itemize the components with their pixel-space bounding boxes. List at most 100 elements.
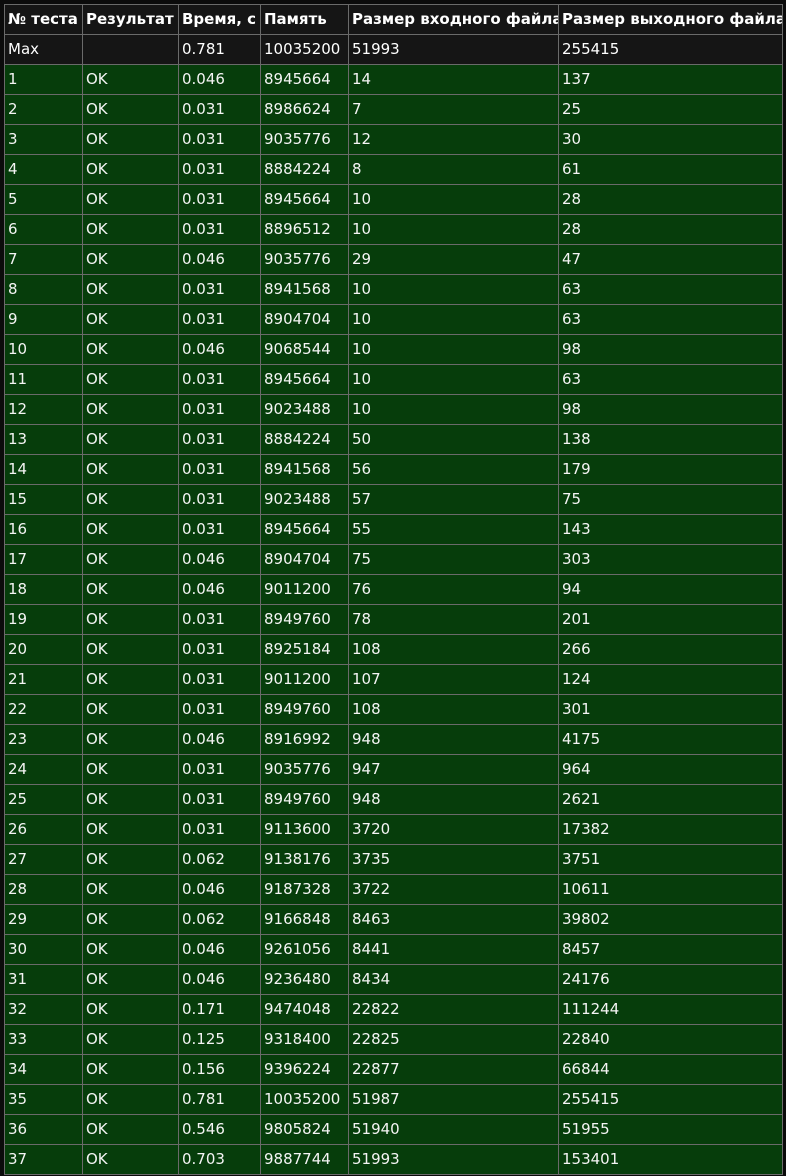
header-output-size: Размер выходного файла <box>558 4 783 35</box>
time-cell: 0.031 <box>178 454 261 485</box>
result-cell: OK <box>82 304 179 335</box>
memory-cell: 9035776 <box>260 124 349 155</box>
time-cell: 0.031 <box>178 394 261 425</box>
table-row: 37 OK 0.703 9887744 51993 153401 <box>4 1144 783 1175</box>
output-size-cell: 17382 <box>558 814 783 845</box>
table-row: 6 OK 0.031 8896512 10 28 <box>4 214 783 245</box>
output-size-cell: 66844 <box>558 1054 783 1085</box>
table-row: 35 OK 0.781 10035200 51987 255415 <box>4 1084 783 1115</box>
time-cell: 0.546 <box>178 1114 261 1145</box>
result-cell: OK <box>82 664 179 695</box>
time-cell: 0.031 <box>178 214 261 245</box>
memory-cell: 8949760 <box>260 784 349 815</box>
output-size-cell: 3751 <box>558 844 783 875</box>
time-cell: 0.031 <box>178 754 261 785</box>
memory-cell: 8986624 <box>260 94 349 125</box>
output-size-cell: 266 <box>558 634 783 665</box>
result-cell: OK <box>82 454 179 485</box>
result-cell: OK <box>82 544 179 575</box>
input-size-cell: 7 <box>348 94 559 125</box>
memory-cell: 8916992 <box>260 724 349 755</box>
test-results-table: № теста Результат Время, с Память Размер… <box>4 4 783 1175</box>
input-size-cell: 107 <box>348 664 559 695</box>
table-header-row: № теста Результат Время, с Память Размер… <box>4 4 783 35</box>
table-body: Max 0.781 10035200 51993 255415 1 OK 0.046… <box>4 34 783 1175</box>
time-cell: 0.031 <box>178 424 261 455</box>
test-number-cell: 13 <box>4 424 83 455</box>
input-size-cell: 14 <box>348 64 559 95</box>
memory-cell: 9011200 <box>260 574 349 605</box>
result-cell: OK <box>82 364 179 395</box>
result-cell: OK <box>82 244 179 275</box>
result-cell: OK <box>82 634 179 665</box>
output-size-cell: 301 <box>558 694 783 725</box>
test-number-cell: 14 <box>4 454 83 485</box>
input-size-cell: 78 <box>348 604 559 635</box>
max-input-size-cell: 51993 <box>348 34 559 65</box>
header-time: Время, с <box>178 4 261 35</box>
output-size-cell: 98 <box>558 334 783 365</box>
output-size-cell: 179 <box>558 454 783 485</box>
output-size-cell: 201 <box>558 604 783 635</box>
output-size-cell: 98 <box>558 394 783 425</box>
result-cell: OK <box>82 694 179 725</box>
result-cell: OK <box>82 514 179 545</box>
input-size-cell: 10 <box>348 394 559 425</box>
input-size-cell: 8463 <box>348 904 559 935</box>
result-cell: OK <box>82 94 179 125</box>
input-size-cell: 3735 <box>348 844 559 875</box>
test-number-cell: 37 <box>4 1144 83 1175</box>
time-cell: 0.031 <box>178 94 261 125</box>
max-result-cell <box>82 34 179 65</box>
output-size-cell: 303 <box>558 544 783 575</box>
memory-cell: 8904704 <box>260 544 349 575</box>
input-size-cell: 947 <box>348 754 559 785</box>
result-cell: OK <box>82 874 179 905</box>
result-cell: OK <box>82 1024 179 1055</box>
table-row: 32 OK 0.171 9474048 22822 111244 <box>4 994 783 1025</box>
output-size-cell: 137 <box>558 64 783 95</box>
time-cell: 0.031 <box>178 634 261 665</box>
table-row: 15 OK 0.031 9023488 57 75 <box>4 484 783 515</box>
table-row: 21 OK 0.031 9011200 107 124 <box>4 664 783 695</box>
table-row: 16 OK 0.031 8945664 55 143 <box>4 514 783 545</box>
input-size-cell: 55 <box>348 514 559 545</box>
memory-cell: 9113600 <box>260 814 349 845</box>
result-cell: OK <box>82 814 179 845</box>
time-cell: 0.046 <box>178 964 261 995</box>
test-number-cell: 27 <box>4 844 83 875</box>
table-row: 19 OK 0.031 8949760 78 201 <box>4 604 783 635</box>
table-row: 20 OK 0.031 8925184 108 266 <box>4 634 783 665</box>
table-row: 26 OK 0.031 9113600 3720 17382 <box>4 814 783 845</box>
max-label-cell: Max <box>4 34 83 65</box>
table-row: 7 OK 0.046 9035776 29 47 <box>4 244 783 275</box>
table-row: 36 OK 0.546 9805824 51940 51955 <box>4 1114 783 1145</box>
time-cell: 0.046 <box>178 334 261 365</box>
output-size-cell: 39802 <box>558 904 783 935</box>
input-size-cell: 76 <box>348 574 559 605</box>
result-cell: OK <box>82 124 179 155</box>
memory-cell: 8904704 <box>260 304 349 335</box>
memory-cell: 9187328 <box>260 874 349 905</box>
test-number-cell: 12 <box>4 394 83 425</box>
result-cell: OK <box>82 484 179 515</box>
result-cell: OK <box>82 1114 179 1145</box>
result-cell: OK <box>82 274 179 305</box>
input-size-cell: 8441 <box>348 934 559 965</box>
result-cell: OK <box>82 424 179 455</box>
input-size-cell: 56 <box>348 454 559 485</box>
table-row: 5 OK 0.031 8945664 10 28 <box>4 184 783 215</box>
input-size-cell: 3720 <box>348 814 559 845</box>
test-number-cell: 23 <box>4 724 83 755</box>
table-row: 2 OK 0.031 8986624 7 25 <box>4 94 783 125</box>
time-cell: 0.703 <box>178 1144 261 1175</box>
output-size-cell: 63 <box>558 274 783 305</box>
test-number-cell: 18 <box>4 574 83 605</box>
result-cell: OK <box>82 784 179 815</box>
test-number-cell: 31 <box>4 964 83 995</box>
time-cell: 0.031 <box>178 304 261 335</box>
table-row: 11 OK 0.031 8945664 10 63 <box>4 364 783 395</box>
time-cell: 0.031 <box>178 514 261 545</box>
input-size-cell: 12 <box>348 124 559 155</box>
time-cell: 0.031 <box>178 814 261 845</box>
